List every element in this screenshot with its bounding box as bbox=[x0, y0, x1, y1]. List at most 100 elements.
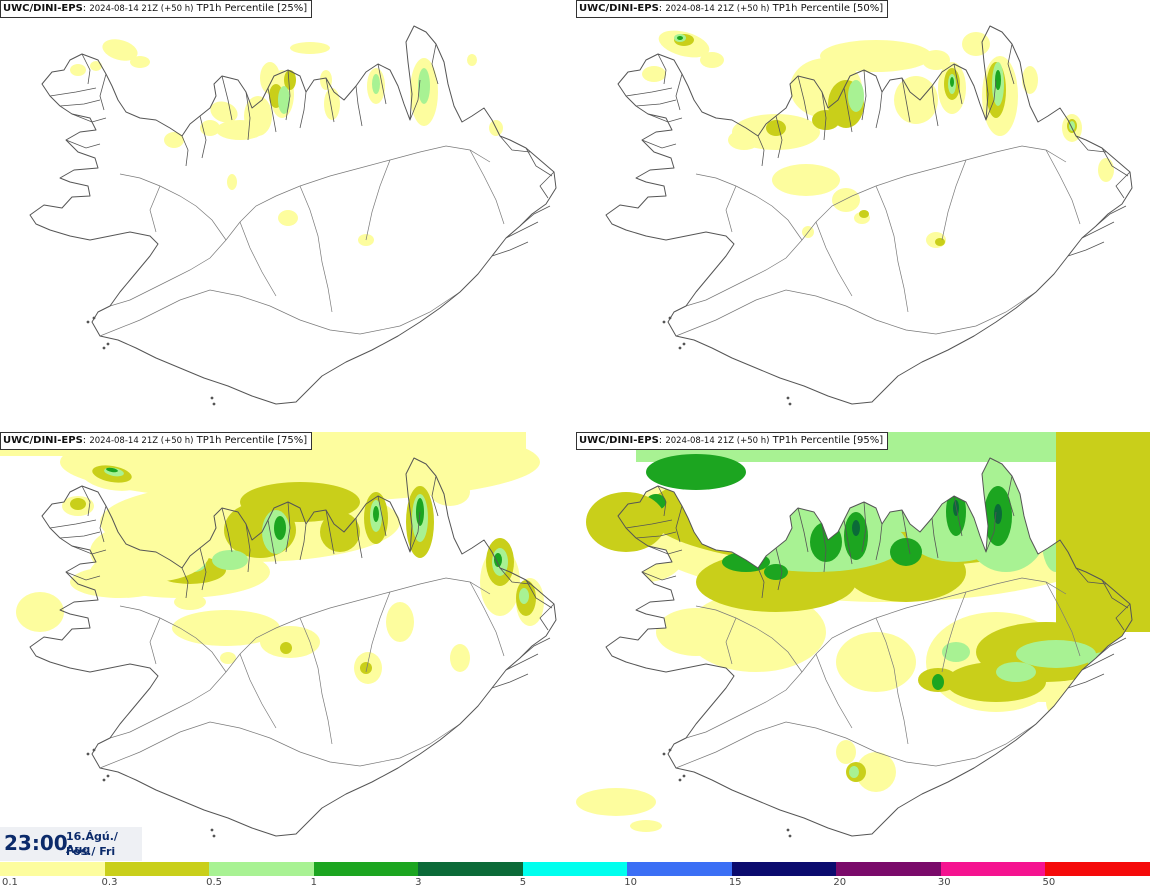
precip-area bbox=[274, 516, 286, 540]
precip-area bbox=[810, 522, 842, 562]
island bbox=[212, 834, 216, 838]
fjord-line bbox=[355, 85, 363, 127]
fjord-line bbox=[59, 99, 101, 107]
fjord-line bbox=[285, 501, 291, 553]
fjord-line bbox=[821, 523, 827, 573]
fjord-line bbox=[505, 221, 539, 239]
fjord-line bbox=[221, 507, 233, 553]
precip-area bbox=[16, 592, 64, 632]
island bbox=[678, 778, 682, 782]
road-line bbox=[695, 605, 803, 673]
island bbox=[86, 320, 90, 324]
fjord-line bbox=[181, 135, 189, 167]
road-line bbox=[1045, 581, 1081, 657]
precip-area bbox=[386, 602, 414, 642]
island bbox=[106, 774, 110, 778]
fjord-line bbox=[875, 91, 883, 129]
road-line bbox=[365, 159, 391, 241]
fjord-line bbox=[245, 91, 251, 141]
legend-label: 5 bbox=[519, 877, 527, 888]
fjord-line bbox=[499, 135, 531, 153]
panel-title: UWC/DINI-EPS: 2024-08-14 21Z (+50 h) TP1… bbox=[0, 432, 313, 450]
fjord-line bbox=[525, 579, 553, 609]
fjord-line bbox=[985, 79, 997, 121]
precip-area bbox=[836, 632, 916, 692]
precip-layer bbox=[642, 30, 1114, 248]
road-line bbox=[239, 221, 277, 297]
fjord-line bbox=[1007, 475, 1015, 517]
precip-area bbox=[894, 76, 938, 124]
precip-area bbox=[430, 478, 470, 506]
precip-area bbox=[278, 86, 290, 114]
road-network bbox=[99, 145, 505, 337]
road-line bbox=[469, 149, 505, 225]
fjord-line bbox=[1067, 241, 1105, 257]
legend-swatch bbox=[1045, 862, 1150, 876]
fjord-line bbox=[65, 571, 101, 581]
panel-source: UWC/DINI-EPS bbox=[3, 3, 83, 14]
legend-label: 10 bbox=[624, 877, 637, 888]
precip-area bbox=[728, 130, 760, 150]
panel-product: TP1h Percentile [95%] bbox=[772, 435, 884, 446]
precip-area bbox=[1016, 640, 1096, 668]
fjord-line bbox=[647, 545, 683, 555]
fjord-line bbox=[267, 519, 277, 565]
precip-area bbox=[244, 96, 272, 136]
precip-area bbox=[1069, 121, 1075, 131]
precip-area bbox=[200, 120, 220, 136]
road-line bbox=[875, 185, 909, 313]
fjord-line bbox=[1101, 579, 1129, 609]
fjord-line bbox=[931, 517, 939, 559]
road-line bbox=[1045, 149, 1081, 225]
fjord-line bbox=[525, 147, 553, 177]
map-panel-p25: UWC/DINI-EPS: 2024-08-14 21Z (+50 h) TP1… bbox=[0, 0, 574, 430]
fjord-line bbox=[519, 637, 551, 659]
legend-swatch bbox=[940, 862, 1046, 876]
precip-area bbox=[935, 238, 945, 246]
legend-swatch bbox=[104, 862, 210, 876]
iceland-map bbox=[576, 432, 1150, 838]
precip-area bbox=[164, 132, 184, 148]
fjord-line bbox=[821, 91, 827, 141]
coastline bbox=[29, 457, 557, 838]
valid-date-line1: 16.Ágú./ Aug bbox=[66, 830, 118, 856]
precip-area bbox=[890, 538, 922, 566]
fjord-line bbox=[81, 485, 91, 517]
fjord-line bbox=[299, 91, 307, 129]
fjord-line bbox=[1007, 43, 1015, 85]
island bbox=[106, 342, 110, 346]
fjord-line bbox=[875, 523, 883, 561]
fjord-line bbox=[285, 69, 291, 121]
road-line bbox=[299, 617, 333, 745]
road-line bbox=[109, 145, 491, 307]
precip-area bbox=[1098, 158, 1114, 182]
precip-area bbox=[90, 522, 210, 582]
panel-title: UWC/DINI-EPS: 2024-08-14 21Z (+50 h) TP1… bbox=[576, 432, 889, 450]
precip-area bbox=[212, 550, 248, 570]
precip-area bbox=[848, 80, 864, 112]
precip-area bbox=[70, 498, 86, 510]
legend-label: 30 bbox=[937, 877, 951, 888]
legend-swatch bbox=[731, 862, 837, 876]
island bbox=[92, 316, 96, 320]
iceland-map bbox=[0, 432, 557, 838]
fjord-line bbox=[71, 113, 107, 123]
precip-area bbox=[646, 454, 746, 490]
precip-area bbox=[320, 512, 360, 552]
fjord-line bbox=[1081, 653, 1115, 671]
panel-product: TP1h Percentile [75%] bbox=[196, 435, 308, 446]
iceland-map bbox=[605, 25, 1133, 406]
legend-label: 0.3 bbox=[101, 877, 118, 888]
road-line bbox=[149, 617, 161, 665]
road-line bbox=[941, 591, 967, 673]
fjord-line bbox=[431, 475, 439, 517]
fjord-line bbox=[325, 77, 335, 123]
road-line bbox=[685, 145, 1067, 307]
precip-area bbox=[849, 766, 859, 778]
fjord-line bbox=[675, 505, 683, 543]
fjord-line bbox=[59, 531, 101, 539]
coastline bbox=[605, 25, 1133, 406]
fjord-line bbox=[641, 571, 677, 581]
precip-area bbox=[856, 752, 896, 792]
precip-area bbox=[280, 642, 292, 654]
